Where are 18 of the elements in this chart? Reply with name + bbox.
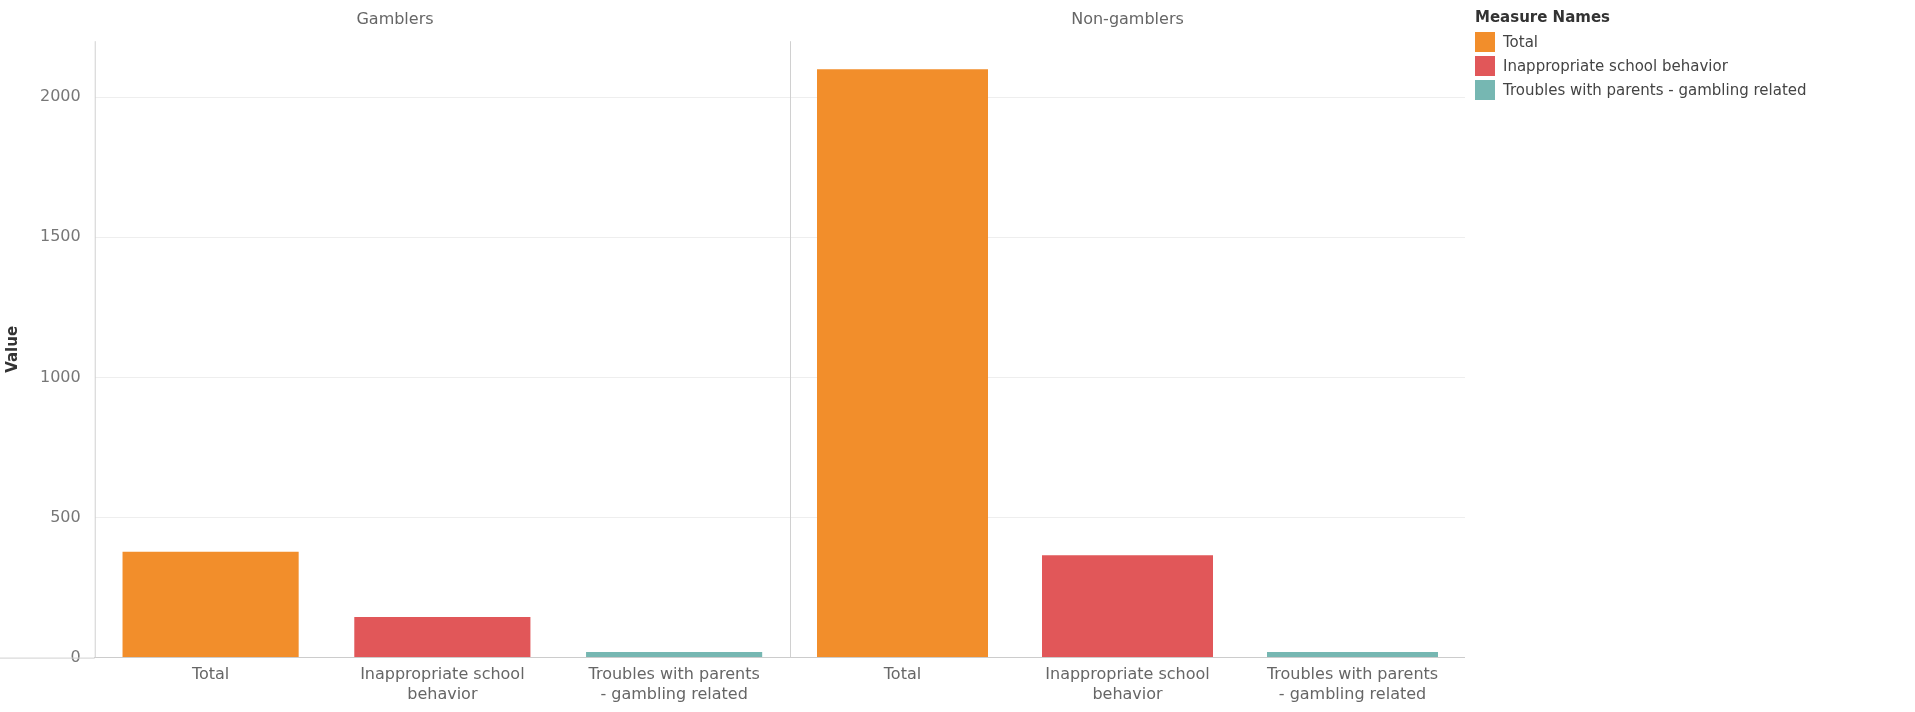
x-tick-label: Troubles with parents - gambling related	[587, 664, 760, 703]
legend-label: Inappropriate school behavior	[1503, 57, 1728, 75]
x-tick-label: Inappropriate school behavior	[1045, 664, 1210, 703]
x-tick-label: Troubles with parents - gambling related	[1265, 664, 1439, 703]
y-tick-label: 2000	[40, 86, 81, 106]
x-tick-label: Inappropriate school behavior	[360, 664, 525, 703]
legend-label: Total	[1503, 33, 1539, 51]
x-tick-label: Total	[190, 664, 230, 684]
y-tick-label: 0	[70, 646, 81, 666]
chart-title: Non-gamblers	[1071, 8, 1184, 28]
y-axis-title: Value	[2, 325, 21, 373]
y-tick-label: 500	[50, 506, 81, 526]
y-tick-label: 1000	[40, 366, 81, 386]
y-tick-label: 1500	[40, 226, 81, 246]
legend-title: Measure Names	[1475, 8, 1612, 26]
chart-title: Gamblers	[356, 8, 434, 28]
x-tick-label: Total	[882, 664, 922, 684]
legend-label: Troubles with parents - gambling related	[1503, 81, 1807, 99]
